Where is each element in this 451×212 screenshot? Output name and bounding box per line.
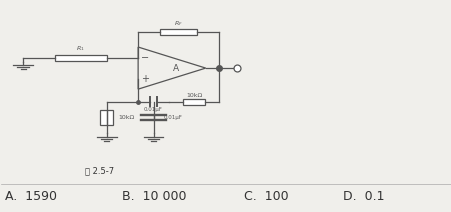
Text: 图 2.5-7: 图 2.5-7 xyxy=(85,167,114,176)
Bar xyxy=(160,29,197,35)
Bar xyxy=(182,99,205,105)
Text: $R_F$: $R_F$ xyxy=(174,19,183,28)
Text: D.  0.1: D. 0.1 xyxy=(342,190,384,203)
Text: C.  100: C. 100 xyxy=(244,190,288,203)
Text: 10kΩ: 10kΩ xyxy=(185,93,202,98)
Text: 0.01μF: 0.01μF xyxy=(163,115,182,120)
Text: 10kΩ: 10kΩ xyxy=(118,115,134,120)
Text: $R_1$: $R_1$ xyxy=(76,44,85,53)
Text: A: A xyxy=(173,64,179,73)
Bar xyxy=(100,110,113,125)
Text: B.  10 000: B. 10 000 xyxy=(122,190,186,203)
Bar xyxy=(55,55,106,60)
Text: 0.01μF: 0.01μF xyxy=(144,107,163,112)
Text: −: − xyxy=(141,53,149,63)
Text: A.  1590: A. 1590 xyxy=(5,190,57,203)
Text: +: + xyxy=(141,74,148,84)
